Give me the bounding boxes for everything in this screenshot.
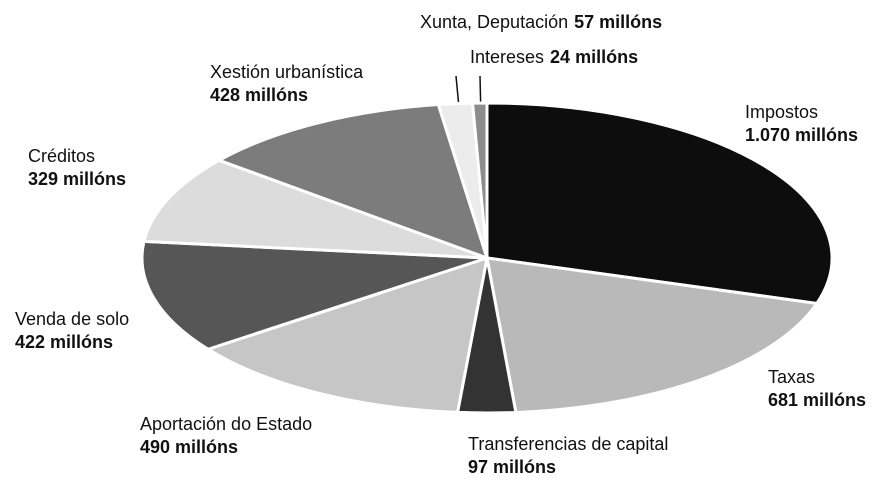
slice-value-label: 97 millóns bbox=[468, 457, 556, 477]
pie-slice bbox=[485, 256, 819, 414]
slice-label: Créditos bbox=[28, 146, 95, 166]
pie-slice bbox=[142, 158, 489, 260]
slice-label: Venda de solo bbox=[15, 309, 129, 329]
slice-value-label: 490 millóns bbox=[140, 437, 238, 457]
slice-label: Aportación do Estado bbox=[140, 414, 312, 434]
slice-value-label: 24 millóns bbox=[550, 47, 638, 67]
pie-slice bbox=[485, 101, 834, 305]
slice-label-name: Intereses bbox=[470, 47, 544, 67]
slice-label-name: Xunta, Deputación bbox=[420, 12, 568, 32]
slice-label: Taxas bbox=[768, 367, 815, 387]
slice-value-label: 681 millóns bbox=[768, 390, 866, 410]
slice-value-label: 57 millóns bbox=[574, 12, 662, 32]
slice-label: Intereses 24 millóns bbox=[470, 47, 638, 67]
slice-label: Xestión urbanística bbox=[210, 62, 364, 82]
slice-label: Impostos bbox=[745, 102, 818, 122]
slice-value-label: 329 millóns bbox=[28, 169, 126, 189]
slice-value-label: 428 millóns bbox=[210, 85, 308, 105]
pie-slice bbox=[217, 103, 489, 260]
slice-label: Transferencias de capital bbox=[468, 434, 668, 454]
slice-value-label: 1.070 millóns bbox=[745, 125, 858, 145]
pie-slice bbox=[471, 101, 489, 260]
pie-slice bbox=[140, 239, 489, 351]
slice-value-label: 422 millóns bbox=[15, 332, 113, 352]
slice-label: Xunta, Deputación 57 millóns bbox=[420, 12, 662, 32]
pie-slice bbox=[206, 256, 489, 414]
